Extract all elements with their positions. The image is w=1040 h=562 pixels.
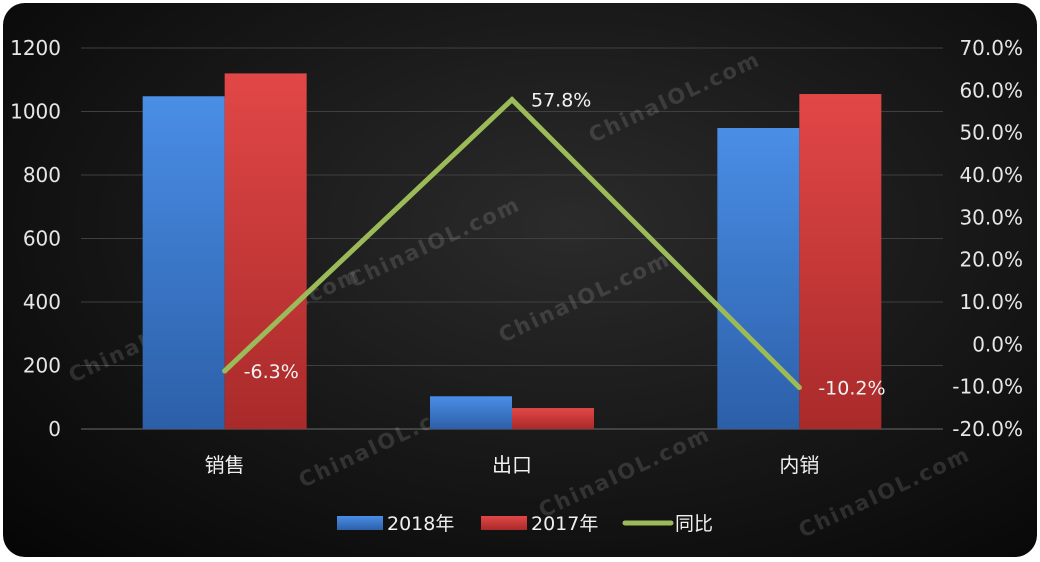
chart-svg: ChinaIOL.comChinaIOL.comChinaIOL.comChin… (10, 36, 1023, 543)
y-right-tick-label: 50.0% (959, 121, 1023, 145)
bar-2018年-出口 (430, 396, 512, 429)
y-right-tick-label: -20.0% (952, 417, 1023, 441)
bar-2017年-销售 (224, 73, 307, 430)
x-category-label: 内销 (779, 453, 819, 477)
legend-swatch-2018年 (337, 516, 383, 530)
legend-label: 同比 (675, 513, 713, 535)
y-right-tick-label: 60.0% (959, 78, 1023, 102)
y-left-tick-label: 1200 (10, 36, 61, 60)
bar-2017年-出口 (512, 408, 594, 429)
y-right-tick-label: 0.0% (972, 332, 1023, 356)
y-left-tick-label: 0 (48, 417, 61, 441)
y-left-tick-label: 1000 (10, 100, 61, 124)
bars (142, 73, 882, 430)
bar-2017年-内销 (799, 94, 882, 429)
y-left-tick-label: 200 (23, 354, 61, 378)
x-category-label: 出口 (492, 453, 532, 477)
yoy-data-label: 57.8% (531, 90, 591, 112)
watermark-text: ChinaIOL.com (535, 422, 714, 523)
y-right-tick-label: -10.0% (952, 375, 1023, 399)
chart-frame: ChinaIOL.com ChinaIOL.com ChinaIOL.com Chin… (3, 3, 1037, 557)
yoy-line-point (222, 368, 228, 374)
x-category-label: 销售 (205, 453, 245, 477)
legend-label: 2017年 (531, 513, 598, 535)
y-left-tick-label: 800 (23, 163, 61, 187)
watermark-text: ChinaIOL.com (345, 192, 524, 293)
y-right-tick-label: 30.0% (959, 205, 1023, 229)
yoy-line (222, 96, 802, 391)
y-left-tick-label: 400 (23, 290, 61, 314)
y-left-tick-label: 600 (23, 227, 61, 251)
y-right-tick-label: 20.0% (959, 248, 1023, 272)
bar-2018年-内销 (717, 128, 800, 429)
axes: 0 200 400 600 800 1000 1200 -20.0% -10.0% 0.0% 10.… (10, 36, 1023, 477)
legend-swatch-2017年 (481, 516, 527, 530)
legend: 2018年 2017年 同比 (337, 513, 713, 535)
legend-label: 2018年 (387, 513, 454, 535)
data-labels: -6.3% 57.8% -10.2% (244, 90, 886, 400)
bar-2018年-销售 (142, 96, 225, 429)
yoy-line-point (509, 97, 515, 103)
yoy-data-label: -10.2% (818, 378, 885, 400)
watermark-text: ChinaIOL.com (495, 247, 674, 348)
yoy-data-label: -6.3% (244, 361, 299, 383)
y-right-tick-label: 10.0% (959, 290, 1023, 314)
yoy-line-point (796, 385, 802, 391)
y-right-tick-label: 40.0% (959, 163, 1023, 187)
y-right-tick-label: 70.0% (959, 36, 1023, 60)
yoy-line-path (222, 96, 802, 391)
watermark-text: ChinaIOL.com (795, 442, 974, 543)
